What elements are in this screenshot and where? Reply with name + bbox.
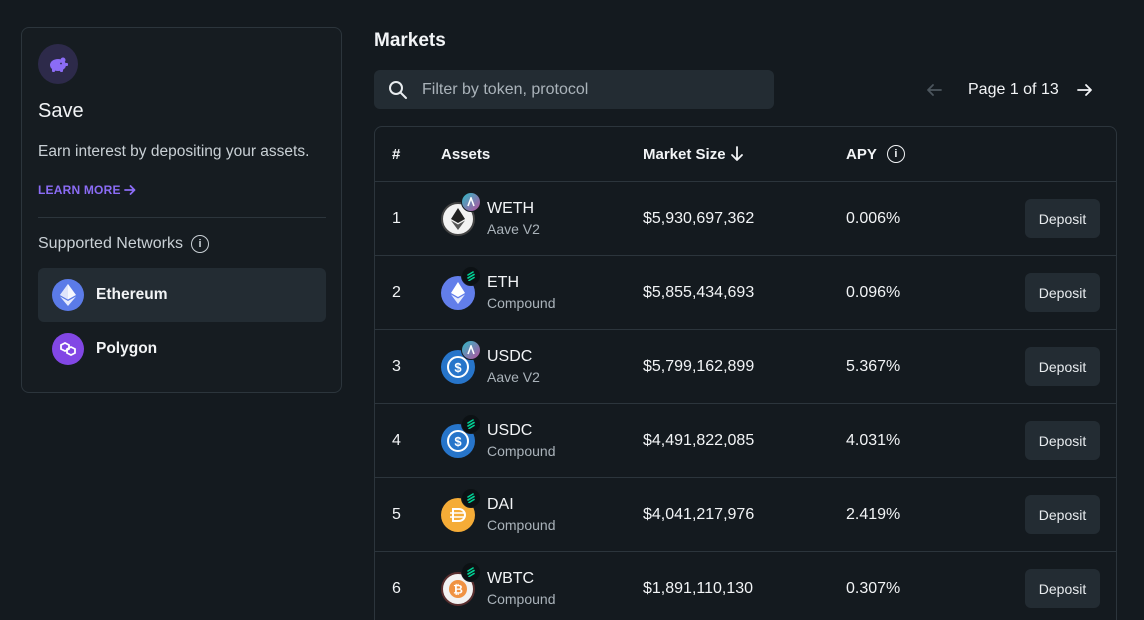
table-row: 3 $ USDC Aave V2 $5,799,162,899 5.367% D…: [375, 330, 1116, 404]
column-header-apy: APY i: [846, 145, 905, 163]
learn-more-label: LEARN MORE: [38, 183, 121, 197]
table-row: 5 DAI Compound $4,041,217,976 2.419% Dep…: [375, 478, 1116, 552]
asset-cell: WETH Aave V2: [441, 191, 540, 237]
asset-symbol: USDC: [487, 348, 533, 365]
wbtc-icon: ₿: [441, 571, 475, 606]
row-index: 2: [392, 283, 401, 301]
market-size: $5,799,162,899: [643, 357, 755, 375]
market-size: $1,891,110,130: [643, 579, 754, 597]
markets-title: Markets: [374, 30, 446, 51]
arrow-right-icon: [1076, 84, 1092, 96]
aave-icon: [461, 339, 481, 360]
pagination: Page 1 of 13: [924, 78, 1095, 102]
asset-protocol: Compound: [487, 517, 556, 533]
markets-table: # Assets Market Size APY i 1: [374, 126, 1117, 620]
next-page-button[interactable]: [1075, 80, 1095, 100]
asset-cell: ETH Compound: [441, 265, 556, 311]
asset-protocol: Compound: [487, 591, 556, 607]
info-icon[interactable]: i: [190, 235, 209, 253]
aave-icon: [461, 191, 481, 212]
deposit-button[interactable]: Deposit: [1025, 273, 1100, 312]
supported-networks-heading: Supported Networks i: [38, 235, 209, 253]
save-title: Save: [38, 100, 84, 122]
asset-cell: $ USDC Compound: [441, 413, 556, 459]
market-size-label: Market Size: [643, 145, 726, 163]
apy-value: 0.006%: [846, 209, 901, 227]
network-item-ethereum[interactable]: Ethereum: [38, 268, 326, 322]
svg-text:$: $: [454, 360, 462, 375]
asset-cell: $ USDC Aave V2: [441, 339, 540, 385]
asset-symbol: ETH: [487, 274, 519, 291]
eth-icon: [441, 275, 475, 310]
save-card: Save Earn interest by depositing your as…: [21, 27, 342, 393]
apy-value: 2.419%: [846, 505, 901, 523]
table-row: 2 ETH Compound $5,855,434,693 0.096% Dep…: [375, 256, 1116, 330]
asset-protocol: Aave V2: [487, 369, 540, 385]
apy-label: APY: [846, 145, 877, 163]
asset-protocol: Compound: [487, 295, 556, 311]
network-item-polygon[interactable]: Polygon: [38, 322, 326, 376]
market-size: $4,491,822,085: [643, 431, 755, 449]
column-header-index: #: [392, 145, 401, 163]
asset-protocol: Compound: [487, 443, 556, 459]
compound-icon: [461, 265, 481, 286]
apy-value: 5.367%: [846, 357, 901, 375]
row-index: 3: [392, 357, 401, 375]
row-index: 5: [392, 505, 401, 523]
search-box[interactable]: [374, 70, 774, 109]
deposit-button[interactable]: Deposit: [1025, 569, 1100, 608]
column-header-assets: Assets: [441, 145, 491, 163]
supported-networks-label: Supported Networks: [38, 235, 183, 252]
apy-value: 0.307%: [846, 579, 901, 597]
asset-protocol: Aave V2: [487, 221, 540, 237]
sort-down-icon: [730, 146, 743, 161]
apy-value: 4.031%: [846, 431, 901, 449]
compound-icon: [461, 413, 481, 434]
divider: [38, 217, 326, 218]
network-name: Polygon: [96, 340, 158, 357]
table-row: 6 ₿ WBTC Compound $1,891,110,130 0.307% …: [375, 552, 1116, 620]
table-row: 1 WETH Aave V2 $5,930,697,362 0.006% Dep…: [375, 182, 1116, 256]
compound-icon: [461, 561, 481, 582]
deposit-button[interactable]: Deposit: [1025, 421, 1100, 460]
network-name: Ethereum: [96, 286, 168, 303]
search-input[interactable]: [422, 80, 752, 99]
page-indicator: Page 1 of 13: [968, 81, 1059, 98]
asset-cell: ₿ WBTC Compound: [441, 561, 556, 607]
market-size: $4,041,217,976: [643, 505, 755, 523]
svg-text:₿: ₿: [453, 582, 463, 596]
row-index: 1: [392, 209, 401, 227]
info-icon[interactable]: i: [886, 145, 905, 163]
asset-cell: DAI Compound: [441, 487, 556, 533]
row-index: 6: [392, 579, 401, 597]
ethereum-icon: [52, 279, 84, 311]
asset-symbol: USDC: [487, 422, 533, 439]
deposit-button[interactable]: Deposit: [1025, 347, 1100, 386]
market-size: $5,930,697,362: [643, 209, 755, 227]
deposit-button[interactable]: Deposit: [1025, 495, 1100, 534]
polygon-icon: [52, 333, 84, 365]
search-icon: [389, 80, 407, 99]
dai-icon: [441, 497, 475, 532]
arrow-right-icon: [123, 185, 136, 195]
asset-symbol: WETH: [487, 200, 535, 217]
svg-text:$: $: [454, 434, 462, 449]
arrow-left-icon: [927, 84, 942, 96]
apy-value: 0.096%: [846, 283, 901, 301]
asset-symbol: DAI: [487, 496, 514, 513]
asset-symbol: WBTC: [487, 570, 535, 587]
save-description: Earn interest by depositing your assets.: [38, 143, 310, 160]
piggy-bank-icon: [38, 44, 78, 84]
compound-icon: [461, 487, 481, 508]
prev-page-button[interactable]: [924, 80, 944, 100]
market-size: $5,855,434,693: [643, 283, 755, 301]
column-header-market-size[interactable]: Market Size: [643, 146, 744, 163]
table-row: 4 $ USDC Compound $4,491,822,085 4.031% …: [375, 404, 1116, 478]
learn-more-link[interactable]: LEARN MORE: [38, 183, 137, 197]
deposit-button[interactable]: Deposit: [1025, 199, 1100, 238]
row-index: 4: [392, 431, 401, 449]
table-header: # Assets Market Size APY i: [375, 127, 1116, 182]
